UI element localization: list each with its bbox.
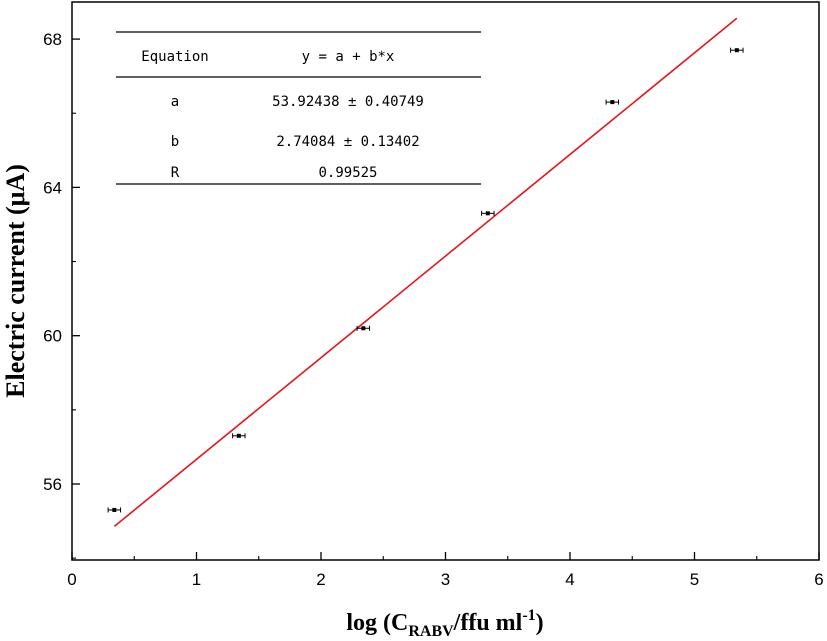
y-axis-title: Electric current (μA) — [1, 164, 30, 398]
x-axis-title-middle: /ffu ml — [453, 610, 523, 636]
table-row-a-name: a — [171, 94, 179, 110]
x-axis-title-subscript: RABV — [408, 623, 454, 640]
x-tick-label: 5 — [690, 570, 699, 589]
x-axis-title-suffix: ) — [536, 610, 544, 636]
x-tick-label: 2 — [316, 570, 325, 589]
table-row-b-value: 2.74084 ± 0.13402 — [276, 134, 419, 150]
fit-line-group — [113, 17, 738, 528]
table-row-a-value: 53.92438 ± 0.40749 — [272, 94, 424, 110]
y-tick-label: 68 — [43, 30, 62, 49]
table-header-formula: y = a + b*x — [302, 49, 395, 65]
x-tick-label: 3 — [441, 570, 450, 589]
y-axis-ticks: 56 60 64 68 — [43, 30, 80, 559]
data-point — [485, 211, 490, 216]
table-row-b-name: b — [171, 134, 179, 150]
data-point — [236, 433, 241, 438]
data-points — [107, 47, 744, 513]
x-tick-label: 4 — [565, 570, 574, 589]
x-axis-title-superscript: -1 — [522, 607, 535, 624]
x-tick-label: 1 — [192, 570, 201, 589]
x-axis-title-prefix: log (C — [346, 610, 408, 636]
table-row-r-value: 0.99525 — [318, 165, 377, 181]
table-row-r-name: R — [171, 165, 180, 181]
x-tick-label: 0 — [67, 570, 76, 589]
x-tick-label: 6 — [814, 570, 823, 589]
table-header-equation: Equation — [141, 49, 208, 65]
data-point — [610, 100, 615, 105]
data-point — [361, 326, 366, 331]
data-point — [112, 507, 117, 512]
x-axis-title: log (CRABV/ffu ml-1) — [346, 607, 543, 640]
fit-line — [113, 17, 738, 528]
data-point — [734, 48, 739, 53]
x-axis-ticks: 0 1 2 3 4 5 6 — [67, 552, 824, 589]
y-tick-label: 56 — [43, 475, 62, 494]
plot-frame — [71, 1, 820, 561]
y-tick-label: 60 — [43, 327, 62, 346]
y-tick-label: 64 — [43, 178, 62, 197]
fit-table: Equation y = a + b*x a 53.92438 ± 0.4074… — [116, 31, 481, 185]
